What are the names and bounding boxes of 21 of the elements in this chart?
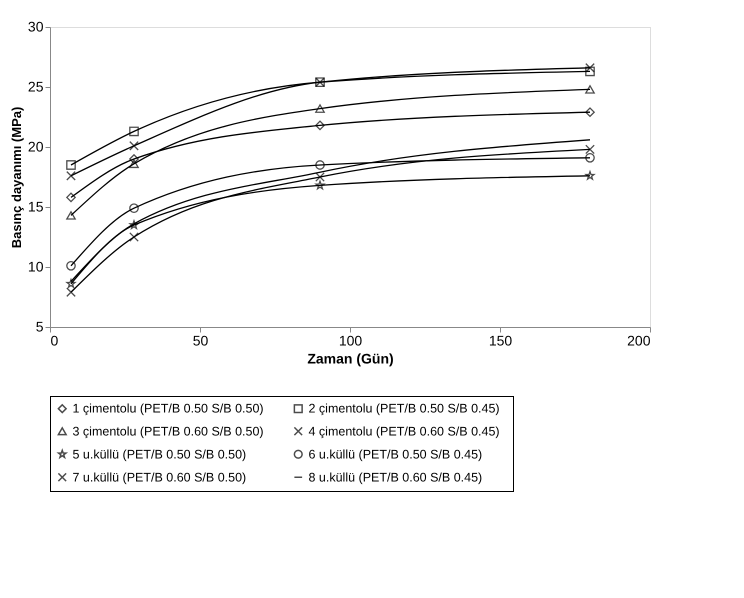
x-tick-label: 0 bbox=[50, 332, 58, 348]
legend-label: 8 u.küllü (PET/B 0.60 S/B 0.45) bbox=[308, 470, 482, 484]
y-tick-label: 5 bbox=[36, 318, 44, 334]
legend-label: 2 çimentolu (PET/B 0.50 S/B 0.45) bbox=[308, 402, 500, 416]
y-tick-label: 30 bbox=[28, 18, 44, 34]
legend-label: 6 u.küllü (PET/B 0.50 S/B 0.45) bbox=[308, 447, 482, 462]
legend-label: 5 u.küllü (PET/B 0.50 S/B 0.50) bbox=[72, 447, 246, 462]
x-tick-label: 50 bbox=[192, 332, 208, 348]
legend-label: 4 çimentolu (PET/B 0.60 S/B 0.45) bbox=[308, 424, 500, 438]
x-tick-label: 100 bbox=[338, 332, 362, 348]
x-axis-title: Zaman (Gün) bbox=[307, 350, 394, 366]
y-tick-label: 20 bbox=[28, 138, 44, 154]
y-tick-label: 15 bbox=[28, 198, 44, 214]
y-tick-label: 25 bbox=[28, 78, 44, 94]
legend-label: 1 çimentolu (PET/B 0.50 S/B 0.50) bbox=[72, 402, 264, 416]
legend-label: 7 u.küllü (PET/B 0.60 S/B 0.50) bbox=[72, 470, 246, 484]
legend-label: 3 çimentolu (PET/B 0.60 S/B 0.50) bbox=[72, 424, 264, 438]
x-tick-label: 150 bbox=[488, 332, 512, 348]
y-axis-title: Basınç dayanımı (MPa) bbox=[8, 106, 24, 248]
x-tick-label: 200 bbox=[627, 332, 651, 348]
y-tick-label: 10 bbox=[28, 258, 44, 274]
